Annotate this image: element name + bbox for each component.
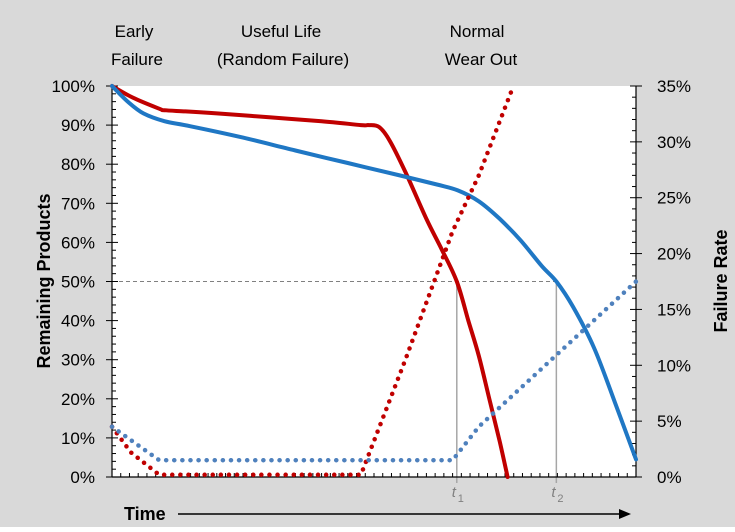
y-right-tick-label: 15%: [657, 300, 691, 319]
y-left-tick-label: 40%: [61, 312, 95, 331]
y-left-tick-label: 100%: [52, 77, 95, 96]
phase-label-useful-line2: (Random Failure): [217, 50, 349, 69]
y-left-tick-label: 30%: [61, 351, 95, 370]
y-right-tick-label: 30%: [657, 133, 691, 152]
phase-labels: Early Failure Useful Life (Random Failur…: [111, 22, 517, 69]
marker-label-t2: t: [551, 484, 556, 501]
phase-label-early-line2: Failure: [111, 50, 163, 69]
y-left-tick-label: 60%: [61, 233, 95, 252]
y-left-tick-label: 70%: [61, 194, 95, 213]
y-right-tick-label: 10%: [657, 356, 691, 375]
series-layer: [109, 83, 639, 479]
phase-label-useful-line1: Useful Life: [241, 22, 321, 41]
series-blue-solid-line: [110, 84, 638, 462]
y-axis-right-title: Failure Rate: [711, 229, 731, 332]
tick-labels-layer: 0% 10% 20% 30% 40% 50% 60% 70% 80% 90% 100% 0% 5% 10%…: [52, 77, 692, 487]
reference-layer: [112, 281, 558, 483]
y-left-tick-label: 10%: [61, 429, 95, 448]
phase-label-wearout-line1: Normal: [450, 22, 505, 41]
y-left-tick-label: 50%: [61, 273, 95, 292]
y-right-tick-label: 25%: [657, 189, 691, 208]
y-right-tick-label: 20%: [657, 245, 691, 264]
y-right-tick-label: 5%: [657, 412, 682, 431]
y-right-tick-label: 35%: [657, 77, 691, 96]
series-blue-dotted-line: [109, 279, 639, 463]
y-left-tick-label: 90%: [61, 116, 95, 135]
marker-label-t2-subscript: 2: [557, 493, 563, 505]
phase-label-early-line1: Early: [115, 22, 154, 41]
marker-label-t1: t: [452, 484, 457, 501]
series-red-solid-line: [110, 84, 510, 479]
y-left-tick-label: 20%: [61, 390, 95, 409]
axes-layer: [106, 85, 642, 478]
marker-label-t1-subscript: 1: [458, 493, 464, 505]
y-axis-left-title: Remaining Products: [34, 193, 54, 368]
y-left-tick-label: 0%: [70, 468, 95, 487]
x-axis-title: Time: [124, 504, 166, 524]
y-left-tick-label: 80%: [61, 155, 95, 174]
phase-label-wearout-line2: Wear Out: [445, 50, 518, 69]
y-right-tick-label: 0%: [657, 468, 682, 487]
series-red-dotted-line: [109, 83, 516, 478]
